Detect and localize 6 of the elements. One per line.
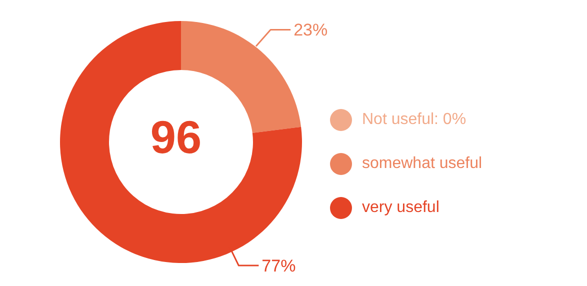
legend-label: very useful bbox=[362, 199, 440, 217]
legend-label: somewhat useful bbox=[362, 155, 482, 173]
data-label: 77% bbox=[262, 256, 296, 276]
text: 96 bbox=[150, 111, 202, 164]
legend-label: Not useful: 0% bbox=[362, 111, 466, 129]
data-label: 23% bbox=[294, 20, 328, 40]
